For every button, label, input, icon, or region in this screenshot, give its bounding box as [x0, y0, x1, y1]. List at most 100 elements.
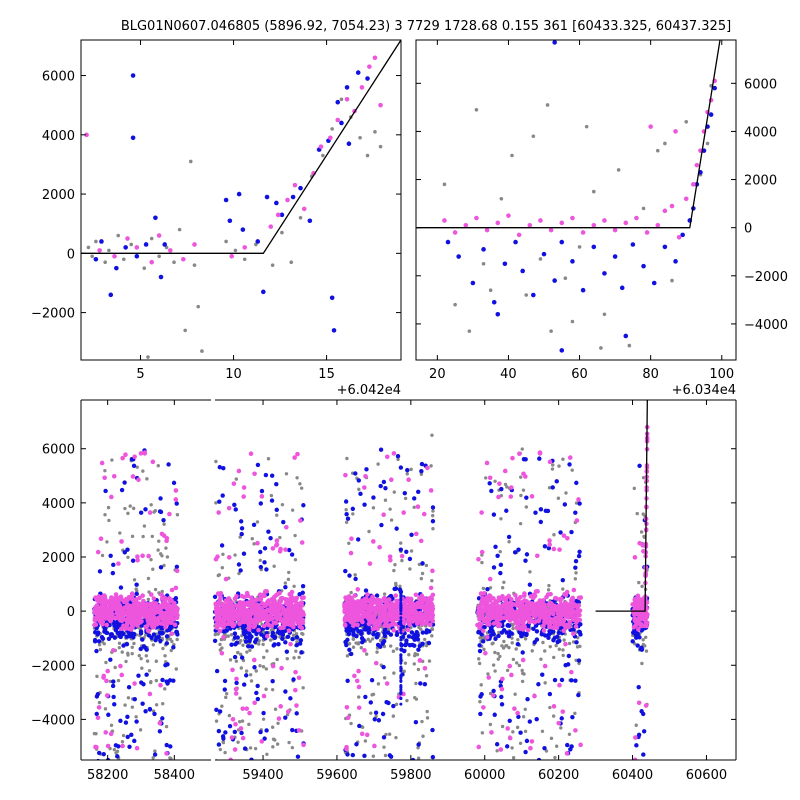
- bottom-point-grey: [117, 645, 121, 650]
- bottom-point-magenta: [521, 610, 527, 616]
- bottom-point-blue: [264, 728, 269, 733]
- tr-point-blue: [673, 259, 678, 264]
- bottom-point-magenta: [252, 700, 257, 706]
- bottom-point-grey: [105, 540, 109, 544]
- tr-point-grey: [570, 319, 575, 324]
- bottom-point-magenta: [417, 599, 422, 605]
- bottom-point-grey: [564, 491, 568, 495]
- bottom-point-blue: [222, 687, 227, 692]
- bottom-point-grey: [403, 496, 408, 501]
- bottom-point-blue: [164, 641, 170, 646]
- bottom-point-magenta: [525, 627, 531, 633]
- bottom-point-blue: [560, 577, 565, 583]
- bottom-point-grey: [511, 756, 516, 760]
- bottom-point-magenta: [496, 494, 501, 500]
- bottom-point-blue: [345, 752, 350, 757]
- bottom-point-magenta: [98, 536, 104, 541]
- bottom-point-blue: [157, 729, 163, 734]
- bottom-point-grey: [480, 731, 485, 735]
- bottom-point-magenta: [219, 609, 224, 615]
- bottom-point-grey: [213, 632, 217, 637]
- bottom-point-magenta: [100, 621, 105, 627]
- bottom-point-magenta: [161, 611, 167, 616]
- bottom-point-blue: [115, 630, 120, 636]
- bottom-point-blue: [276, 641, 281, 647]
- bottom-point-grey: [218, 642, 222, 647]
- bottom-point-magenta: [344, 704, 350, 710]
- bottom-point-grey: [345, 654, 350, 658]
- bottom-point-magenta: [392, 607, 397, 613]
- tr-point-magenta: [474, 215, 479, 221]
- bottom-point-blue: [417, 643, 423, 649]
- bottom-point-grey: [349, 590, 353, 595]
- bottom-point-grey: [484, 476, 488, 480]
- panel-bottom: 58200 58400 59400 59600 59800 60000 60200 60400…: [31, 399, 737, 786]
- bottom-point-grey: [116, 678, 121, 683]
- bottom-point-grey: [275, 657, 279, 662]
- bottom-point-magenta: [215, 554, 220, 560]
- bottom-point-grey: [266, 783, 269, 786]
- bottom-point-magenta: [102, 475, 107, 481]
- bottom-point-blue: [416, 489, 421, 495]
- bottom-point-magenta: [285, 709, 291, 714]
- bottom-point-magenta: [502, 468, 508, 474]
- bottom-point-blue: [552, 677, 558, 683]
- bottom-point-grey: [523, 637, 528, 641]
- bottom-point-magenta: [489, 730, 494, 735]
- bottom-point-grey: [500, 724, 505, 729]
- bottom-point-blue: [506, 534, 512, 540]
- bottom-point-grey: [430, 579, 434, 583]
- bottom-point-blue: [578, 632, 583, 637]
- tl-point-grey: [330, 127, 334, 131]
- bottom-point-grey: [224, 695, 228, 700]
- bottom-point-grey: [376, 462, 380, 466]
- bottom-point-magenta: [233, 686, 239, 692]
- bottom-point-blue: [140, 701, 145, 706]
- bottom-point-blue: [546, 635, 551, 640]
- bottom-point-magenta: [105, 668, 111, 674]
- bottom-point-blue: [241, 682, 247, 687]
- tl-point-grey: [116, 233, 121, 238]
- bottom-point-magenta: [246, 627, 252, 632]
- bottom-point-blue: [287, 547, 292, 553]
- bottom-point-blue: [242, 746, 248, 751]
- bottom-point-magenta: [137, 609, 143, 615]
- bottom-point-grey: [142, 524, 147, 528]
- bottom-point-magenta: [253, 597, 258, 603]
- bottom-point-blue: [138, 646, 143, 652]
- bottom-point-magenta: [229, 735, 235, 740]
- bottom-point-grey: [400, 558, 404, 563]
- tl-point-magenta: [318, 144, 324, 149]
- bottom-point-grey: [153, 587, 158, 592]
- bottom-point-blue: [566, 653, 572, 659]
- bottom-point-magenta: [407, 622, 412, 627]
- bottom-point-magenta: [484, 634, 490, 640]
- bottom-point-magenta: [270, 610, 276, 616]
- bottom-point-magenta: [417, 658, 423, 663]
- bottom-point-grey: [141, 469, 145, 473]
- bottom-point-blue: [392, 586, 397, 592]
- bottom-point-grey: [123, 506, 127, 511]
- bottom-point-magenta: [575, 613, 581, 618]
- tl-point-grey: [270, 263, 275, 267]
- bottom-point-grey: [384, 732, 388, 737]
- bottom-point-magenta: [383, 622, 388, 627]
- bottom-point-magenta: [225, 615, 231, 620]
- tl-point-magenta: [275, 212, 281, 218]
- bottom-point-magenta: [541, 628, 547, 633]
- bottom-point-blue: [525, 765, 529, 769]
- bottom-point-blue: [516, 547, 521, 552]
- tr-point-blue: [580, 287, 586, 293]
- bottom-point-blue: [354, 742, 359, 747]
- bottom-point-magenta: [367, 599, 373, 604]
- tl-point-blue: [158, 274, 164, 280]
- bottom-point-grey: [253, 746, 258, 751]
- bottom-point-magenta: [256, 611, 262, 617]
- tr-point-blue: [591, 244, 597, 250]
- bottom-point-grey: [511, 623, 515, 627]
- bottom-point-grey: [214, 719, 219, 723]
- bottom-point-magenta: [152, 603, 158, 608]
- tr-point-grey: [663, 141, 667, 146]
- bottom-point-grey: [574, 501, 579, 505]
- bottom-point-blue: [369, 678, 375, 683]
